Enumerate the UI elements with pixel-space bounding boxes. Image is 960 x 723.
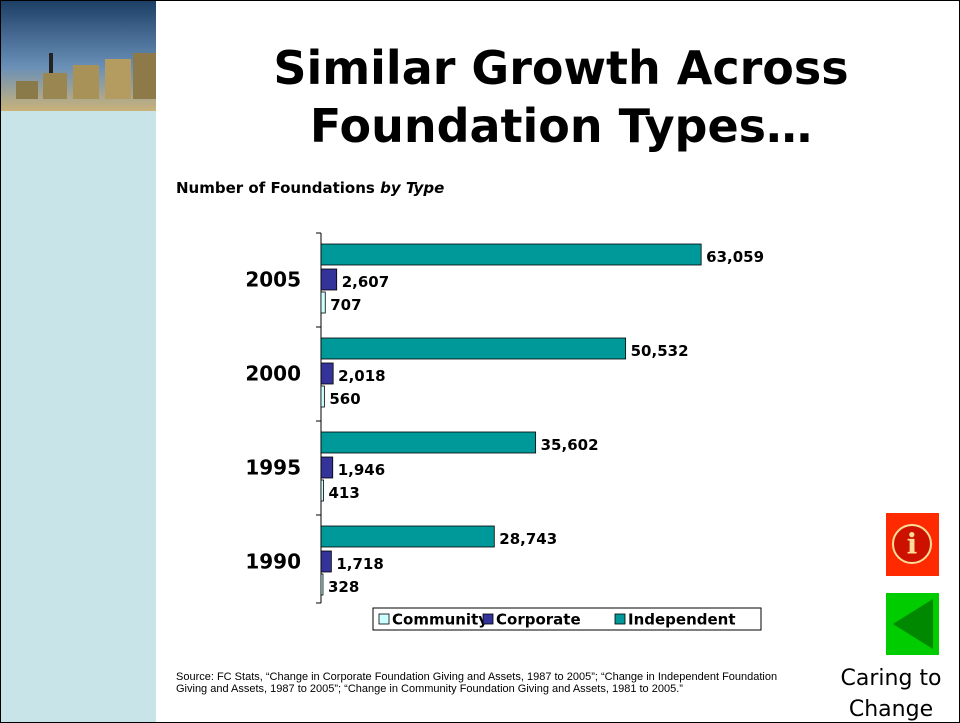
data-label: 1,718 [336, 555, 383, 573]
legend-swatch [378, 613, 390, 625]
bar [320, 337, 627, 360]
bar [320, 243, 702, 266]
data-label: 2,607 [342, 273, 389, 291]
legend-label: Community [392, 611, 488, 629]
legend-label: Independent [628, 611, 736, 629]
bar [320, 479, 324, 502]
data-label: 1,946 [338, 461, 385, 479]
info-button[interactable]: i [886, 513, 939, 576]
title: Similar Growth Across Foundation Types… [273, 41, 849, 153]
legend-swatch [614, 613, 626, 625]
subtitle-text: Number of Foundations [176, 179, 375, 197]
data-label: 2,018 [338, 367, 385, 385]
data-label: 413 [328, 484, 359, 502]
bar [320, 362, 334, 385]
data-label: 50,532 [631, 342, 689, 360]
bar [320, 385, 325, 408]
coin-image [1, 1, 156, 111]
data-label: 560 [329, 390, 360, 408]
legend-box [372, 607, 762, 631]
brand: Caring to Change [840, 666, 942, 722]
subtitle-emphasis: by Type [380, 179, 445, 197]
data-label: 707 [330, 296, 361, 314]
bar [320, 525, 495, 548]
data-label: 328 [328, 578, 359, 596]
data-label: 28,743 [499, 530, 557, 548]
bar [320, 431, 537, 454]
bar [320, 456, 334, 479]
data-label: 63,059 [706, 248, 764, 266]
category-label: 1995 [245, 456, 301, 480]
subtitle: Number of Foundations by Type [176, 179, 444, 197]
category-label: 1990 [245, 550, 301, 574]
bar [320, 550, 332, 573]
category-label: 2000 [245, 362, 301, 386]
back-button[interactable] [886, 593, 939, 655]
bar [320, 291, 326, 314]
category-label: 2005 [245, 268, 301, 292]
data-label: 35,602 [541, 436, 599, 454]
bar [320, 573, 324, 596]
legend-label: Corporate [496, 611, 581, 629]
sidebar [1, 1, 156, 722]
bar [320, 268, 338, 291]
legend-swatch [482, 613, 494, 625]
svg-text:i: i [907, 528, 918, 561]
source-note: Source: FC Stats, “Change in Corporate F… [176, 671, 778, 695]
